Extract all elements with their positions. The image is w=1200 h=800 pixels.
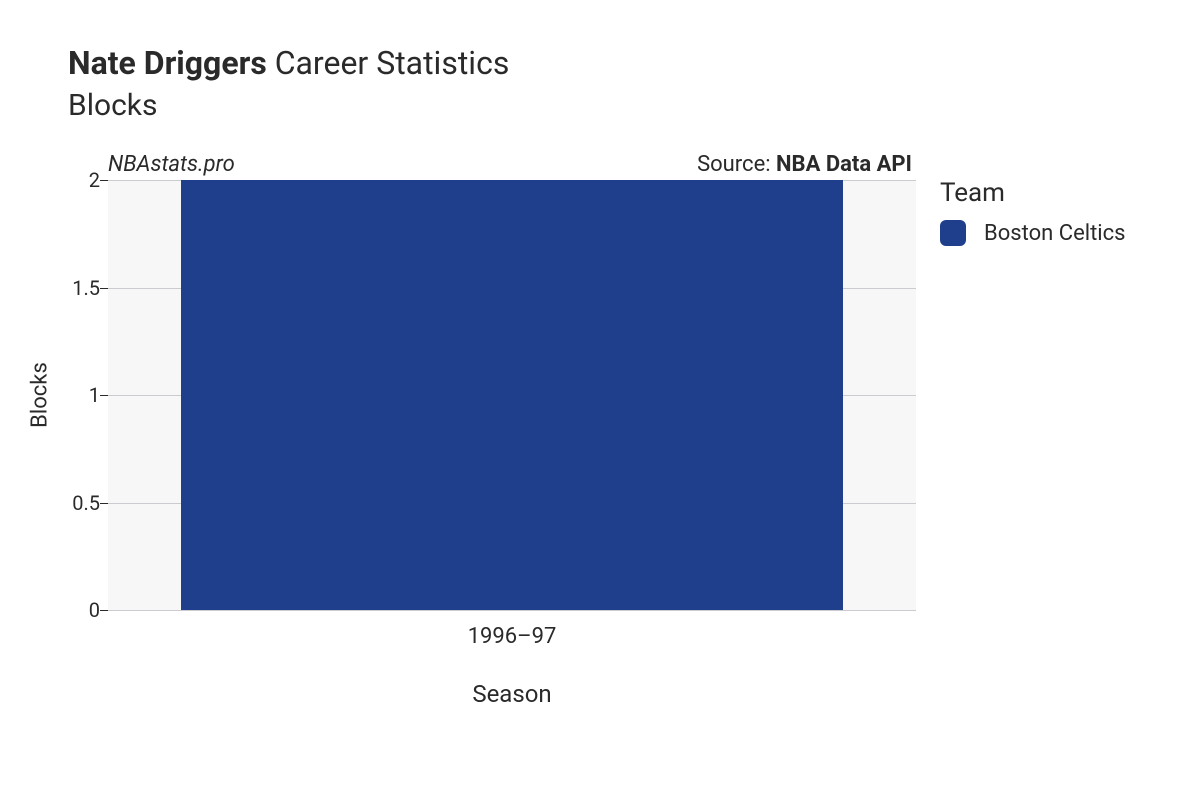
- legend: Team Boston Celtics: [940, 178, 1126, 246]
- legend-swatch: [940, 220, 966, 246]
- y-tick-mark: [100, 180, 108, 181]
- title-line: Nate Driggers Career Statistics: [68, 44, 509, 82]
- legend-title: Team: [940, 178, 1126, 208]
- source-attribution: Source: NBA Data API: [697, 152, 912, 177]
- plot-area: [108, 180, 916, 610]
- grid-line: [108, 610, 916, 611]
- x-tick-label: 1996–97: [468, 624, 557, 649]
- y-axis-label: Blocks: [28, 362, 53, 428]
- title-block: Nate Driggers Career Statistics Blocks: [68, 44, 509, 123]
- legend-item: Boston Celtics: [940, 220, 1126, 246]
- chart-subtitle: Blocks: [68, 88, 509, 123]
- y-tick-mark: [100, 503, 108, 504]
- chart-figure: Nate Driggers Career Statistics Blocks N…: [0, 0, 1200, 800]
- y-tick-mark: [100, 610, 108, 611]
- y-tick-mark: [100, 288, 108, 289]
- source-prefix: Source:: [697, 152, 776, 177]
- legend-items: Boston Celtics: [940, 220, 1126, 246]
- y-tick-label: 0: [40, 598, 100, 622]
- y-tick-label: 2: [40, 168, 100, 192]
- legend-label: Boston Celtics: [984, 221, 1126, 246]
- bar: [181, 180, 844, 610]
- title-suffix: Career Statistics: [275, 44, 510, 82]
- watermark-text: NBAstats.pro: [108, 152, 235, 177]
- y-tick-mark: [100, 395, 108, 396]
- x-axis-label: Season: [472, 680, 551, 708]
- y-tick-label: 1.5: [40, 276, 100, 300]
- player-name: Nate Driggers: [68, 44, 267, 82]
- source-name: NBA Data API: [776, 152, 912, 177]
- y-tick-label: 0.5: [40, 491, 100, 515]
